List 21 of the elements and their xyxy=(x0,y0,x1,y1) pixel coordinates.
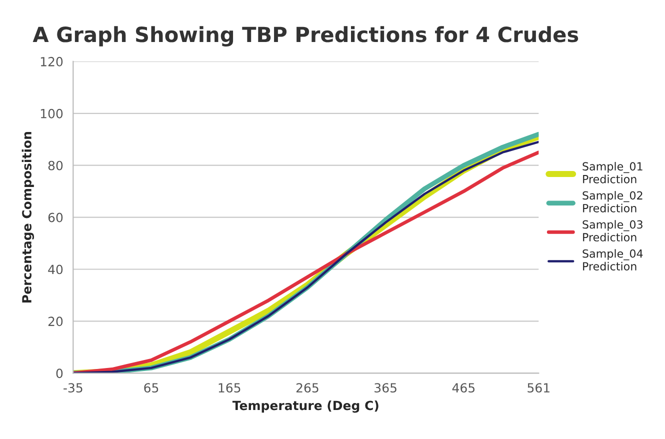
y-tick-label: 80 xyxy=(48,160,63,170)
x-tick-label: 365 xyxy=(374,383,396,393)
legend-label: Sample_03 Prediction xyxy=(582,220,642,242)
y-tick-label: 40 xyxy=(48,264,63,274)
legend-label: Sample_01 Prediction xyxy=(582,162,642,184)
chart-title: A Graph Showing TBP Predictions for 4 Crudes xyxy=(32,26,578,47)
y-tick-label: 100 xyxy=(40,108,63,118)
y-axis-title: Percentage Composition xyxy=(22,132,34,302)
y-tick-label: 20 xyxy=(48,316,63,326)
x-tick-label: 65 xyxy=(144,383,158,393)
x-tick-label: 465 xyxy=(452,383,475,393)
legend-label: Sample_04 Prediction xyxy=(582,249,643,270)
x-axis-title: Temperature (Deg C) xyxy=(232,400,378,413)
y-tick-label: 60 xyxy=(48,212,63,222)
x-tick-label: 165 xyxy=(218,383,240,393)
y-tick-label: 0 xyxy=(56,368,63,378)
y-tick-label: 120 xyxy=(40,56,63,66)
x-tick-label: -35 xyxy=(64,383,82,393)
x-tick-label: 561 xyxy=(528,383,550,393)
x-tick-label: 265 xyxy=(296,383,318,393)
legend-label: Sample_02 Prediction xyxy=(582,191,642,212)
